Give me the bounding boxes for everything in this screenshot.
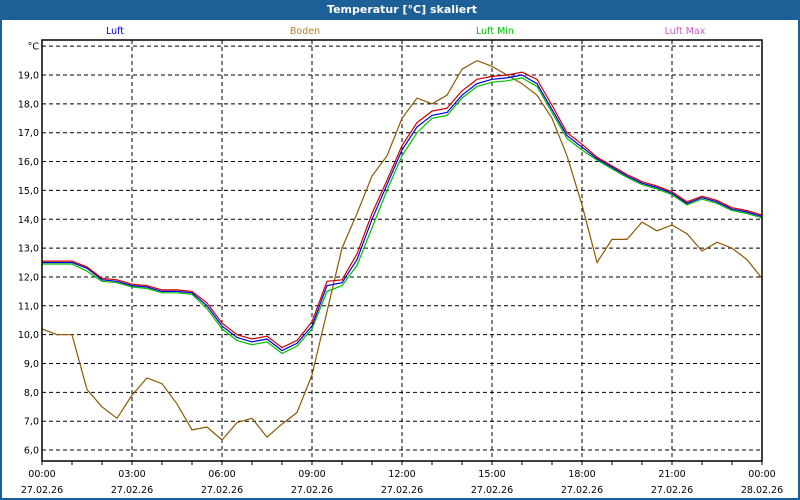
x-tick-time: 12:00 xyxy=(388,469,415,480)
x-tick-time: 09:00 xyxy=(298,469,325,480)
x-tick-time: 00:00 xyxy=(748,469,775,480)
x-tick-date: 27.02.26 xyxy=(471,485,513,496)
legend-luft: Luft xyxy=(106,26,124,37)
x-tick-date: 28.02.26 xyxy=(741,485,783,496)
y-tick-label: 18,0 xyxy=(18,99,39,110)
series-line-luft-min xyxy=(42,77,763,355)
x-tick-date: 27.02.26 xyxy=(561,485,603,496)
y-tick-label: 17,0 xyxy=(18,128,39,139)
y-tick-label: 8,0 xyxy=(24,388,39,399)
x-tick-date: 27.02.26 xyxy=(111,485,153,496)
x-tick-date: 27.02.26 xyxy=(21,485,63,496)
y-tick-label: 7,0 xyxy=(24,417,39,428)
x-tick-date: 27.02.26 xyxy=(651,485,693,496)
y-tick-label: 19,0 xyxy=(18,71,39,82)
y-tick-label: 6,0 xyxy=(24,446,39,457)
legend-luft-min: Luft Min xyxy=(476,26,514,37)
y-tick-label: 13,0 xyxy=(18,244,39,255)
y-tick-label: 12,0 xyxy=(18,272,39,283)
legend-boden: Boden xyxy=(290,26,320,37)
legend-luft-max: Luft Max xyxy=(665,26,706,37)
y-axis-unit-label: °C xyxy=(28,42,40,53)
y-tick-label: 10,0 xyxy=(18,330,39,341)
x-tick-time: 03:00 xyxy=(118,469,145,480)
window-title: Temperatur [°C] skaliert xyxy=(2,0,800,20)
x-tick-time: 06:00 xyxy=(208,469,235,480)
series-line-luft xyxy=(42,74,763,352)
x-tick-date: 27.02.26 xyxy=(381,485,423,496)
x-tick-time: 21:00 xyxy=(658,469,685,480)
series-line-luft-max xyxy=(42,71,763,349)
series-line-boden xyxy=(41,59,763,441)
y-tick-label: 14,0 xyxy=(18,215,39,226)
y-tick-label: 9,0 xyxy=(24,359,39,370)
plot-frame xyxy=(41,39,763,462)
x-tick-time: 00:00 xyxy=(28,469,55,480)
x-tick-time: 15:00 xyxy=(478,469,505,480)
y-tick-label: 15,0 xyxy=(18,186,39,197)
x-tick-date: 27.02.26 xyxy=(201,485,243,496)
x-tick-date: 27.02.26 xyxy=(291,485,333,496)
y-tick-label: 11,0 xyxy=(18,301,39,312)
x-tick-time: 18:00 xyxy=(568,469,595,480)
y-tick-label: 16,0 xyxy=(18,157,39,168)
